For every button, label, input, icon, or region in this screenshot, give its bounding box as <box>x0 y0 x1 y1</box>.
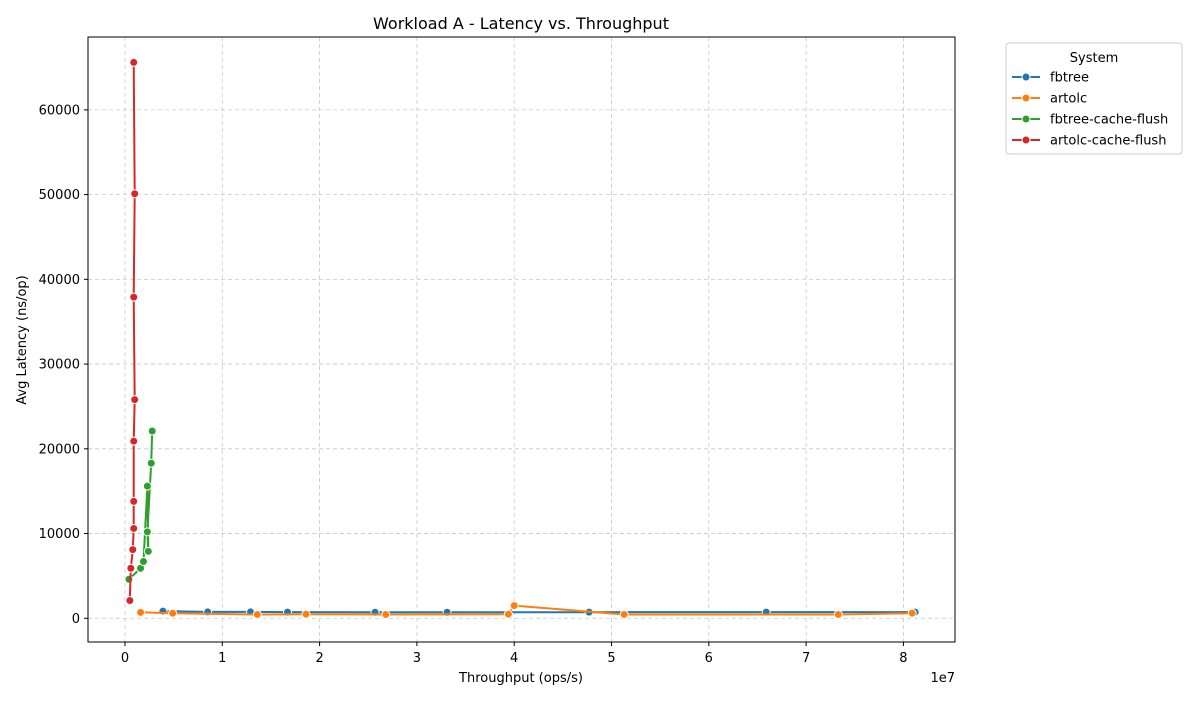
data-point-artolc-cache-flush <box>125 595 135 605</box>
series-artolc-cache-flush <box>125 57 140 605</box>
data-point-artolc <box>168 608 178 618</box>
y-tick-label: 10000 <box>39 527 80 542</box>
y-tick-label: 30000 <box>39 358 80 373</box>
legend-frame <box>1005 42 1183 155</box>
data-point-artolc <box>907 608 917 618</box>
data-point-artolc <box>252 609 262 619</box>
series-line-fbtree <box>162 610 916 614</box>
y-tick-label: 40000 <box>39 273 80 288</box>
data-point-artolc-cache-flush <box>126 563 136 573</box>
x-tick-label: 2 <box>315 651 323 666</box>
series-line-artolc <box>140 604 913 616</box>
grid-layer <box>88 37 955 642</box>
plot-frame <box>87 36 956 643</box>
legend-items: fbtree artolc fbtree-cache-flush artolc-cac… <box>1012 71 1168 149</box>
series-fbtree-cache-flush <box>124 426 157 584</box>
data-point-artolc-cache-flush <box>129 57 139 67</box>
x-tick-label: 5 <box>607 651 615 666</box>
legend-item-artolc: artolc <box>1012 92 1087 107</box>
x-tick-label: 6 <box>705 651 713 666</box>
data-point-artolc <box>619 609 629 619</box>
data-point-artolc-cache-flush <box>129 292 139 302</box>
y-tick-label: 50000 <box>39 188 80 203</box>
series-artolc <box>136 601 917 619</box>
data-point-artolc-cache-flush <box>130 395 140 405</box>
chart-title: Workload A - Latency vs. Throughput <box>373 14 669 33</box>
x-tick-label: 4 <box>510 651 518 666</box>
data-point-artolc <box>833 609 843 619</box>
x-tick-label: 7 <box>802 651 810 666</box>
data-point-artolc-cache-flush <box>129 523 139 533</box>
x-tick-label: 1 <box>218 651 226 666</box>
legend-title: System <box>1070 51 1118 66</box>
legend-label: artolc <box>1050 92 1087 107</box>
data-point-artolc-cache-flush <box>128 545 138 555</box>
y-tick-label: 0 <box>72 612 80 627</box>
x-tick-label: 3 <box>413 651 421 666</box>
x-tick-label: 0 <box>121 651 129 666</box>
data-point-fbtree-cache-flush <box>143 546 153 556</box>
legend-label: fbtree <box>1050 71 1089 86</box>
y-tick-layer: 0 10000 20000 30000 40000 50000 60000 <box>39 103 88 627</box>
x-axis-title: Throughput (ops/s) <box>458 671 583 686</box>
x-tick-layer: 0 1 2 3 4 5 6 7 8 <box>121 642 908 666</box>
data-point-artolc <box>136 607 146 617</box>
legend-item-fbtree: fbtree <box>1012 71 1089 86</box>
legend-swatch-marker <box>1021 135 1031 145</box>
legend-swatch-marker <box>1021 93 1031 103</box>
y-tick-label: 20000 <box>39 442 80 457</box>
data-point-artolc <box>509 601 519 611</box>
data-point-fbtree-cache-flush <box>142 527 152 537</box>
legend-item-fbtree-cache-flush: fbtree-cache-flush <box>1012 113 1168 128</box>
x-offset-label: 1e7 <box>930 671 955 686</box>
legend: System fbtree artolc fbtree-cache-flush art… <box>1005 42 1183 155</box>
data-point-artolc-cache-flush <box>130 189 140 199</box>
data-point-artolc <box>503 609 513 619</box>
data-point-fbtree-cache-flush <box>138 557 148 567</box>
legend-swatch-marker <box>1021 72 1031 82</box>
y-axis-title: Avg Latency (ns/op) <box>15 275 30 404</box>
legend-item-artolc-cache-flush: artolc-cache-flush <box>1012 134 1166 149</box>
legend-swatch-marker <box>1021 114 1031 124</box>
legend-label: artolc-cache-flush <box>1050 134 1166 149</box>
data-point-artolc-cache-flush <box>129 436 139 446</box>
data-point-fbtree-cache-flush <box>142 481 152 491</box>
data-point-fbtree-cache-flush <box>147 426 157 436</box>
x-tick-label: 8 <box>899 651 907 666</box>
data-point-fbtree-cache-flush <box>146 458 156 468</box>
data-point-fbtree-cache-flush <box>124 574 134 584</box>
data-point-artolc <box>381 609 391 619</box>
data-point-artolc-cache-flush <box>129 496 139 506</box>
data-point-artolc <box>301 609 311 619</box>
y-tick-label: 60000 <box>39 103 80 118</box>
legend-label: fbtree-cache-flush <box>1050 113 1168 128</box>
series-line-artolc-cache-flush <box>128 62 136 601</box>
series-layer <box>124 57 920 619</box>
